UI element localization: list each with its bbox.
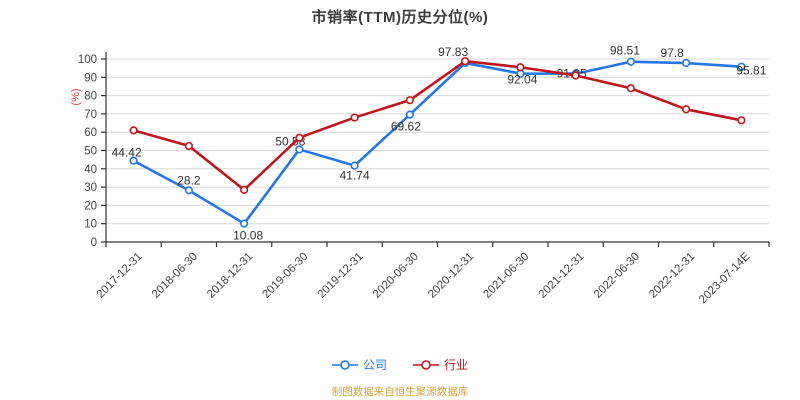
y-tick-label: 10	[84, 219, 97, 231]
legend-item-industry[interactable]: 行业	[413, 356, 468, 373]
x-tick-label: 2020-06-30	[371, 251, 421, 301]
legend-item-company[interactable]: 公司	[331, 356, 387, 373]
data-point[interactable]	[516, 63, 525, 72]
x-tick-label: 2023-07-14E	[697, 250, 753, 306]
data-point[interactable]	[350, 161, 359, 170]
data-point-label: 44.42	[112, 146, 142, 160]
series-line-0[interactable]	[132, 60, 743, 225]
x-tick-label: 2021-12-31	[537, 251, 587, 301]
data-point[interactable]	[295, 145, 304, 154]
data-point[interactable]	[184, 186, 193, 195]
y-tick-label: 60	[84, 127, 97, 139]
x-tick-label: 2022-06-30	[592, 251, 642, 301]
data-point-label: 10.08	[233, 229, 263, 243]
x-tick-label: 2017-12-31	[95, 251, 145, 301]
data-point[interactable]	[461, 57, 470, 66]
data-point[interactable]	[129, 126, 138, 135]
data-point[interactable]	[405, 110, 414, 119]
data-point[interactable]	[240, 219, 249, 228]
y-tick-label: 70	[84, 109, 97, 121]
x-tick-label: 2018-06-30	[150, 251, 200, 301]
data-point[interactable]	[737, 62, 746, 71]
data-point-label: 97.8	[660, 46, 684, 60]
chart-title: 市销率(TTM)历史分位(%)	[311, 9, 489, 26]
data-point[interactable]	[129, 156, 138, 165]
data-point-label: 28.2	[177, 173, 201, 187]
data-point[interactable]	[295, 133, 304, 142]
data-point[interactable]	[626, 84, 635, 93]
industry-line-marker-icon	[413, 359, 439, 370]
legend-label-company: 公司	[362, 358, 387, 372]
x-tick-label: 2018-12-31	[205, 251, 255, 301]
y-tick-label: 90	[84, 72, 97, 84]
y-tick-label: 80	[84, 91, 97, 103]
y-tick-label: 50	[84, 146, 97, 158]
data-point[interactable]	[682, 58, 691, 68]
data-point-label: 92.04	[507, 73, 537, 87]
x-tick-label: 2020-12-31	[426, 251, 476, 301]
data-point[interactable]	[626, 57, 635, 66]
chart-legend: 公司 行业	[0, 356, 800, 373]
data-point[interactable]	[184, 141, 193, 151]
company-line-marker-icon	[331, 359, 358, 370]
data-point-label: 98.51	[610, 44, 640, 58]
y-tick-label: 40	[84, 164, 97, 176]
x-tick-label: 2019-12-31	[316, 251, 366, 301]
y-tick-label: 20	[84, 200, 97, 212]
data-point-label: 41.74	[340, 169, 370, 183]
data-point[interactable]	[682, 105, 691, 114]
data-point[interactable]	[571, 71, 580, 80]
data-point-label: 97.83	[438, 45, 468, 59]
series-line-1[interactable]	[132, 59, 743, 192]
y-tick-label: 0	[91, 237, 97, 249]
data-point[interactable]	[405, 96, 414, 105]
x-tick-label: 2021-06-30	[481, 251, 531, 301]
data-point[interactable]	[240, 185, 249, 194]
data-source-note: 制图数据来自恒生聚源数据库	[331, 386, 469, 398]
x-tick-label: 2019-06-30	[260, 251, 310, 301]
legend-label-industry: 行业	[444, 358, 469, 372]
data-point[interactable]	[737, 116, 746, 125]
data-point-label: 69.62	[391, 120, 421, 134]
y-tick-label: 30	[84, 182, 97, 194]
y-axis-unit-label: (%)	[70, 88, 82, 105]
y-tick-label: 100	[78, 54, 97, 66]
data-point-label: 95.81	[736, 64, 766, 78]
x-tick-label: 2022-12-31	[647, 251, 697, 301]
data-point[interactable]	[350, 113, 359, 122]
